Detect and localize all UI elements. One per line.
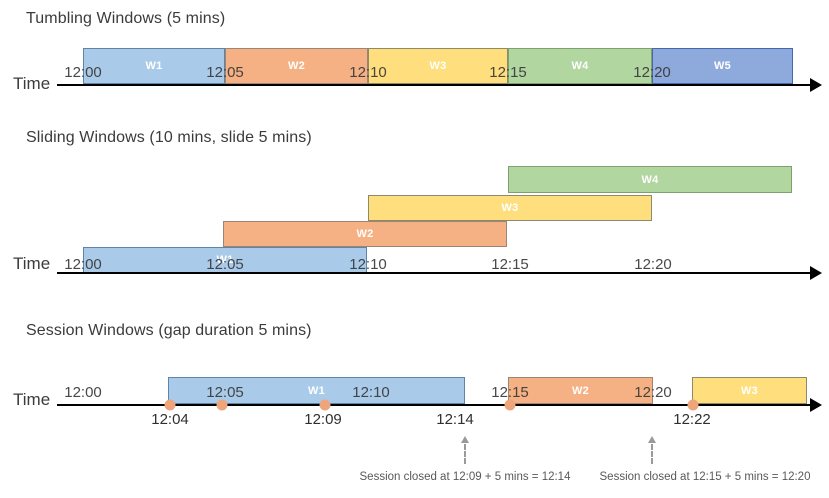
event-dot [164, 399, 176, 411]
time-axis-label: Time [13, 390, 51, 409]
tick-label: 12:20 [634, 384, 672, 401]
session-window-w3: W3 [692, 377, 807, 404]
arrowhead [648, 436, 656, 443]
window-label: W3 [501, 202, 519, 214]
tumbling-window-w3: W3 [368, 48, 508, 84]
tick-label: 12:05 [206, 256, 244, 273]
arrowhead [461, 436, 469, 443]
tumbling-section-title: Tumbling Windows (5 mins) [26, 10, 226, 27]
event-time-label: 12:04 [151, 411, 189, 428]
window-label: W4 [571, 60, 589, 72]
tick-label: 12:20 [634, 256, 672, 273]
session-window-w2: W2 [508, 377, 653, 404]
axis-arrowhead-icon [810, 78, 822, 92]
window-label: W2 [571, 384, 590, 397]
tick-label: 12:00 [64, 384, 102, 401]
tick-label: 12:00 [64, 256, 102, 273]
sliding-window-w1: W1 [83, 247, 367, 273]
tumbling-window-w2: W2 [225, 48, 368, 84]
tick-label: 12:15 [489, 64, 527, 81]
tick-label: 12:05 [206, 384, 244, 401]
session-closed-annotation: Session closed at 12:15 + 5 mins = 12:20 [599, 471, 811, 483]
tick-label: 12:15 [491, 384, 529, 401]
arrow-stem [464, 444, 466, 464]
event-dot [216, 399, 228, 411]
window-label: W1 [307, 384, 326, 397]
window-label: W3 [429, 60, 447, 72]
event-dot [504, 399, 516, 411]
window-label: W1 [145, 60, 163, 72]
time-axis-label: Time [13, 254, 51, 273]
event-time-label: 12:22 [673, 411, 711, 428]
tick-label: 12:10 [349, 256, 387, 273]
window-label: W5 [713, 60, 732, 72]
tumbling-window-w1: W1 [83, 48, 225, 84]
event-time-label: 12:14 [436, 411, 474, 428]
event-dot [687, 399, 699, 411]
tumbling-window-w4: W4 [508, 48, 652, 84]
tick-label: 12:10 [352, 384, 390, 401]
tick-label: 12:05 [206, 64, 244, 81]
window-label: W1 [216, 254, 234, 266]
window-label: W4 [641, 173, 659, 186]
axis-arrowhead-icon [810, 266, 822, 280]
tick-label: 12:20 [633, 64, 671, 81]
tick-label: 12:10 [349, 64, 387, 81]
sliding-section-title: Sliding Windows (10 mins, slide 5 mins) [26, 129, 312, 146]
event-dot [319, 399, 331, 411]
tick-label: 12:00 [64, 64, 102, 81]
dashed-up-arrow-icon [461, 436, 469, 464]
session-window-w1: W1 [168, 377, 465, 404]
window-label: W2 [287, 60, 306, 72]
sliding-timeline-axis [57, 266, 822, 280]
axis-arrowhead-icon [810, 398, 822, 412]
window-label: W2 [356, 228, 374, 240]
sliding-window-w2: W2 [223, 221, 507, 247]
tumbling-window-w5: W5 [652, 48, 793, 84]
tumbling-timeline-axis [57, 78, 822, 92]
session-closed-annotation: Session closed at 12:09 + 5 mins = 12:14 [359, 471, 571, 483]
event-time-label: 12:09 [304, 411, 342, 428]
arrow-stem [651, 444, 653, 464]
window-label: W3 [740, 384, 759, 397]
tick-label: 12:15 [491, 256, 529, 273]
session-timeline-axis [57, 398, 822, 412]
session-section-title: Session Windows (gap duration 5 mins) [26, 322, 312, 339]
sliding-window-w3: W3 [368, 195, 652, 221]
time-axis-label: Time [13, 74, 51, 93]
sliding-window-w4: W4 [508, 166, 792, 193]
dashed-up-arrow-icon [648, 436, 656, 464]
